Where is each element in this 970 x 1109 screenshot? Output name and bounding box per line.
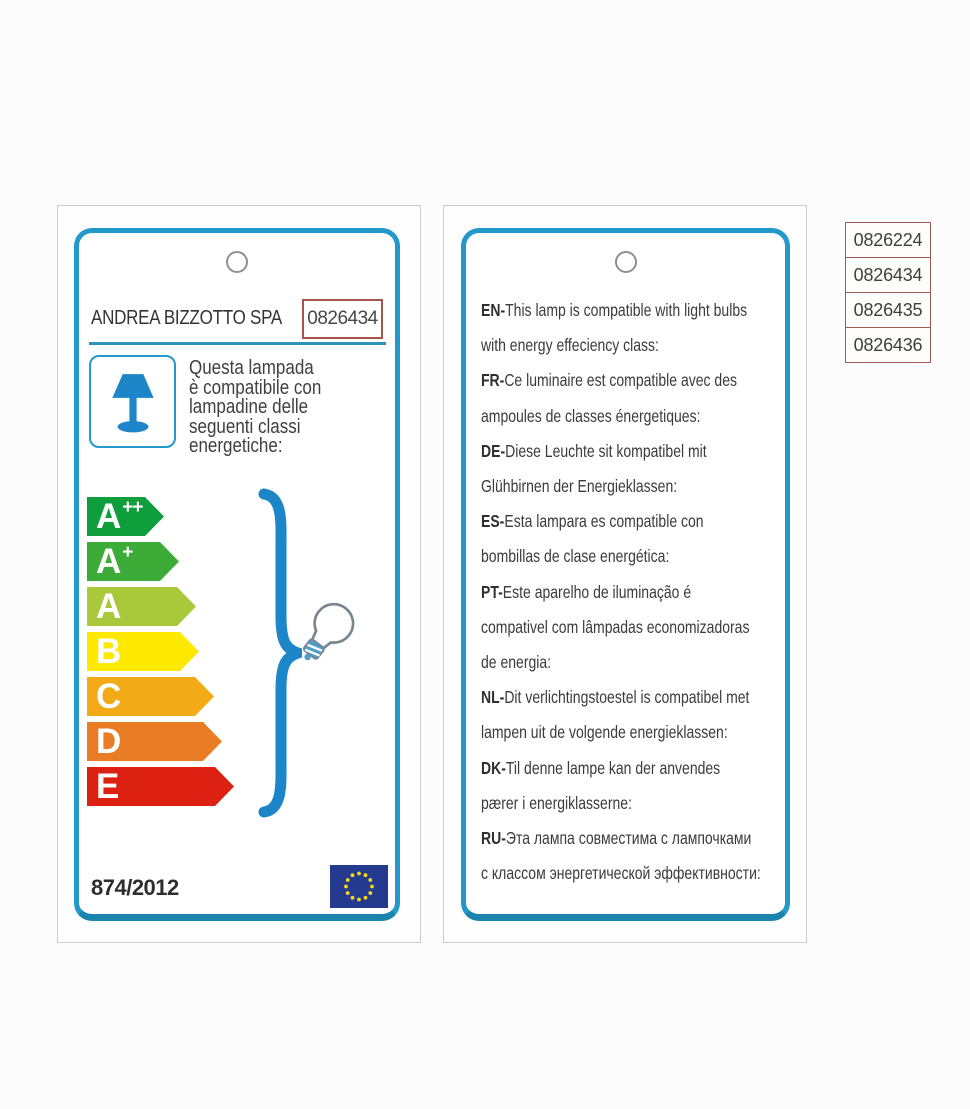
left-label-photo-frame: ANDREA BIZZOTTO SPA 0826434 Questa lampa…	[57, 205, 421, 943]
article-code: 0826224	[853, 229, 923, 250]
line-text: compativel com lâmpadas economizadoras	[481, 616, 750, 637]
language-line: de energia:	[481, 645, 723, 680]
eu-flag-icon	[330, 865, 388, 908]
language-prefix: DK-	[481, 757, 506, 778]
language-line: ampoules de classes énergetiques:	[481, 399, 723, 434]
energy-class-letter: D	[96, 722, 122, 761]
energy-class-letter: B	[96, 632, 122, 671]
language-line: с классом энергетической эффективности:	[481, 856, 761, 891]
energy-label-tag-front: ANDREA BIZZOTTO SPA 0826434 Questa lampa…	[74, 228, 400, 921]
language-line: DK-Til denne lampe kan der anvendes	[481, 751, 723, 786]
energy-class-arrow: A +	[87, 542, 179, 581]
language-line: pærer i energiklasserne:	[481, 786, 723, 821]
energy-class-letter: E	[96, 767, 120, 806]
language-line: PT-Este aparelho de iluminação é	[481, 575, 723, 610]
energy-class-list: A ++ A + A B C D E	[87, 497, 234, 812]
language-prefix: NL-	[481, 687, 505, 708]
energy-class-plus: +	[122, 541, 133, 563]
language-prefix: PT-	[481, 581, 503, 602]
energy-class-plus: ++	[122, 496, 143, 518]
energy-class-letter: C	[96, 677, 122, 716]
hole-punch	[614, 251, 637, 273]
article-code: 0826435	[853, 299, 923, 320]
hole-punch	[226, 251, 248, 273]
energy-label-tag-back: EN-This lamp is compatible with light bu…	[461, 228, 790, 921]
language-line: bombillas de clase energética:	[481, 539, 723, 574]
article-code: 0826434	[307, 308, 378, 329]
energy-class-arrow: A ++	[87, 497, 164, 536]
line-text: de energia:	[481, 652, 552, 673]
line-text: Ce luminaire est compatible avec des	[504, 370, 737, 391]
line-text: lampen uit de volgende energieklassen:	[481, 722, 728, 743]
desc-line: energetiche:	[189, 435, 283, 457]
language-prefix: ES-	[481, 511, 505, 532]
language-line: compativel com lâmpadas economizadoras	[481, 610, 749, 645]
language-line: RU-Эта лампа совместима с лампочками	[481, 821, 751, 856]
compatibility-text-it: Questa lampada è compatibile con lampadi…	[189, 357, 322, 457]
language-prefix: FR-	[481, 370, 505, 391]
article-code: 0826434	[853, 264, 923, 285]
language-prefix: RU-	[481, 828, 506, 849]
article-code-list: 0826224 0826434 0826435 0826436	[845, 222, 931, 363]
line-text: with energy effeciency class:	[481, 335, 659, 356]
code-cell: 0826435	[845, 292, 931, 328]
energy-class-arrow: A	[87, 587, 196, 626]
language-line: ES-Esta lampara es compatible con	[481, 504, 723, 539]
energy-class-arrow: D	[87, 722, 222, 761]
energy-class-letter: A	[96, 497, 122, 536]
desc-line: Questa lampada	[189, 357, 314, 379]
line-text: Эта лампа совместима с лампочками	[505, 828, 752, 849]
table-lamp-icon	[111, 373, 154, 432]
code-cell: 0826434	[845, 257, 931, 293]
language-lines: EN-This lamp is compatible with light bu…	[481, 293, 783, 891]
line-text: This lamp is compatible with light bulbs	[505, 300, 748, 320]
right-label-photo-frame: EN-This lamp is compatible with light bu…	[443, 205, 807, 943]
language-line: NL-Dit verlichtingstoestel is compatibel…	[481, 680, 749, 715]
line-text: Diese Leuchte sit kompatibel mit	[505, 440, 707, 461]
line-text: ampoules de classes énergetiques:	[481, 405, 701, 426]
energy-class-arrow: B	[87, 632, 199, 671]
energy-class-letter: A	[96, 542, 122, 581]
energy-class-letter: A	[96, 587, 122, 626]
regulation-number: 874/2012	[91, 875, 179, 900]
language-prefix: DE-	[481, 440, 506, 461]
light-bulb-icon	[302, 602, 355, 661]
article-code: 0826436	[853, 334, 923, 355]
desc-line: seguenti classi	[189, 415, 301, 438]
header-divider	[89, 342, 386, 345]
article-code-box: 0826434	[302, 299, 383, 339]
desc-line: lampadine delle	[189, 396, 309, 418]
line-text: Dit verlichtingstoestel is compatibel me…	[504, 687, 750, 708]
line-text: bombillas de clase energética:	[481, 546, 670, 567]
language-prefix: EN-	[481, 300, 506, 320]
line-text: Glühbirnen der Energieklassen:	[481, 476, 678, 497]
energy-class-arrow: C	[87, 677, 214, 716]
code-cell: 0826436	[845, 327, 931, 363]
desc-line: è compatibile con	[189, 376, 322, 399]
curly-brace	[258, 488, 302, 818]
code-cell: 0826224	[845, 222, 931, 258]
energy-class-arrow: E	[87, 767, 234, 806]
line-text: с классом энергетической эффективности:	[481, 863, 761, 884]
line-text: Til denne lampe kan der anvendes	[505, 757, 721, 778]
language-line: lampen uit de volgende energieklassen:	[481, 715, 728, 750]
language-line: FR-Ce luminaire est compatible avec des	[481, 363, 737, 398]
language-line: with energy effeciency class:	[481, 328, 723, 363]
language-line: Glühbirnen der Energieklassen:	[481, 469, 723, 504]
language-line: EN-This lamp is compatible with light bu…	[481, 293, 747, 328]
line-text: pærer i energiklasserne:	[481, 792, 632, 813]
lamp-pictogram-box	[89, 355, 176, 448]
language-line: DE-Diese Leuchte sit kompatibel mit	[481, 434, 723, 469]
brand-name: ANDREA BIZZOTTO SPA	[91, 307, 283, 329]
line-text: Esta lampara es compatible con	[504, 511, 704, 532]
line-text: Este aparelho de iluminação é	[502, 581, 692, 602]
